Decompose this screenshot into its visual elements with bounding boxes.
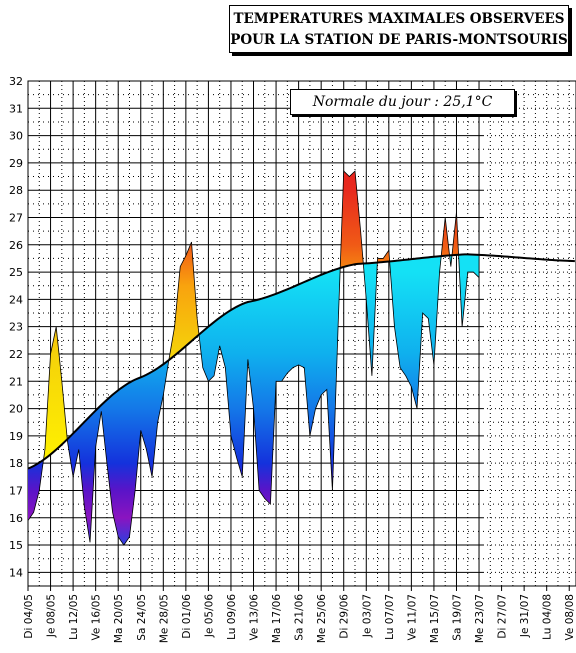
anomaly-area-cold	[67, 360, 169, 546]
x-tick-label: Je 31/07	[519, 594, 531, 638]
x-tick-label: Je 03/07	[361, 594, 373, 638]
x-tick-label: Sa 24/05	[136, 594, 148, 641]
y-tick-label: 24	[9, 293, 23, 306]
x-tick-label: Lu 07/07	[384, 594, 396, 640]
y-tick-label: 20	[9, 403, 23, 416]
x-tick-label: Me 25/06	[316, 594, 328, 643]
y-tick-label: 18	[9, 457, 23, 470]
x-tick-label: Lu 04/08	[542, 594, 554, 640]
x-tick-label: Sa 19/07	[451, 594, 463, 641]
anomaly-area-warm	[340, 171, 364, 268]
anomaly-area-warm	[43, 326, 68, 460]
x-tick-label: Ma 15/07	[429, 594, 441, 643]
y-tick-label: 30	[9, 130, 23, 143]
y-tick-label: 26	[9, 239, 23, 252]
x-tick-label: Di 01/06	[181, 594, 193, 639]
x-tick-label: Je 08/05	[46, 594, 58, 638]
y-tick-label: 31	[9, 102, 23, 115]
anomaly-area-warm	[168, 242, 199, 361]
y-tick-label: 19	[9, 430, 23, 443]
normal-temperature-line	[27, 253, 575, 470]
y-tick-label: 29	[9, 157, 23, 170]
y-tick-label: 28	[9, 184, 23, 197]
chart-title: TEMPERATURES MAXIMALES OBSERVEES POUR LA…	[229, 5, 569, 53]
anomaly-area-cold	[198, 267, 341, 505]
y-tick-label: 17	[9, 484, 23, 497]
x-tick-label: Ve 08/08	[564, 594, 576, 640]
normale-du-jour-label: Normale du jour : 25,1°C	[290, 89, 515, 115]
x-tick-label: Ve 13/06	[249, 594, 261, 641]
chart-title-line-1: TEMPERATURES MAXIMALES OBSERVEES	[233, 11, 565, 27]
x-tick-label: Di 29/06	[339, 594, 351, 639]
x-tick-label: Lu 12/05	[68, 594, 80, 640]
observed-temperature-line	[27, 170, 480, 546]
x-tick-label: Je 05/06	[203, 594, 215, 638]
y-tick-label: 22	[9, 348, 23, 361]
anomaly-area-cold	[389, 256, 442, 409]
y-tick-label: 25	[9, 266, 23, 279]
y-tick-label: 14	[9, 566, 23, 579]
y-tick-label: 27	[9, 211, 23, 224]
anomaly-area-cold	[28, 459, 44, 521]
x-tick-label: Ve 16/05	[91, 594, 103, 640]
x-tick-label: Ma 20/05	[113, 594, 125, 643]
anomaly-area-warm	[377, 250, 390, 263]
chart-title-line-2: POUR LA STATION DE PARIS-MONTSOURIS	[230, 32, 568, 48]
x-tick-label: Di 04/05	[23, 594, 35, 639]
y-tick-label: 23	[9, 321, 23, 334]
x-tick-label: Ve 11/07	[406, 594, 418, 640]
anomaly-area-warm	[441, 217, 450, 257]
x-tick-label: Lu 09/06	[226, 594, 238, 640]
y-tick-label: 32	[9, 75, 23, 88]
y-tick-label: 15	[9, 539, 23, 552]
y-tick-label: 21	[9, 375, 23, 388]
y-tick-label: 16	[9, 512, 23, 525]
anomaly-area-cold	[363, 262, 378, 376]
x-tick-label: Di 27/07	[497, 594, 509, 639]
x-tick-label: Sa 21/06	[294, 594, 306, 641]
x-tick-label: Me 28/05	[158, 594, 170, 643]
x-tick-label: Ma 17/06	[271, 594, 283, 643]
x-tick-label: Me 23/07	[474, 594, 486, 643]
